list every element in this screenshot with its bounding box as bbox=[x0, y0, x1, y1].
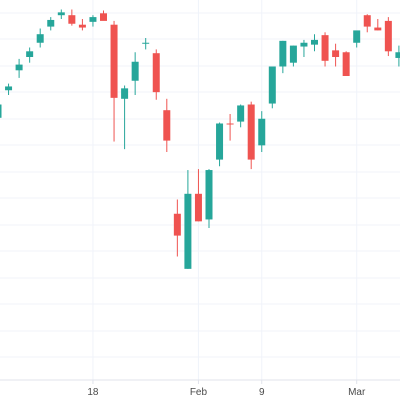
candle-layer bbox=[0, 9, 400, 269]
candle-body-22 bbox=[226, 123, 234, 125]
candle-body-36 bbox=[374, 27, 382, 31]
candle-body-9 bbox=[89, 17, 97, 22]
candle-body-0 bbox=[0, 104, 2, 118]
candle-body-21 bbox=[216, 123, 224, 160]
candle-body-18 bbox=[184, 193, 192, 269]
candle-body-30 bbox=[311, 39, 318, 45]
candle-body-13 bbox=[131, 61, 139, 81]
candle-body-23 bbox=[237, 105, 245, 122]
candle-body-17 bbox=[173, 213, 181, 236]
candle-body-12 bbox=[121, 88, 129, 99]
candle-body-38 bbox=[395, 52, 400, 58]
candle-body-7 bbox=[68, 15, 76, 24]
candle-body-32 bbox=[332, 50, 340, 57]
candle-body-28 bbox=[289, 45, 297, 63]
x-axis: 18 Feb 9 Mar bbox=[0, 379, 400, 398]
candle-body-27 bbox=[279, 40, 287, 67]
candle-body-1 bbox=[5, 86, 13, 91]
candle-body-11 bbox=[110, 24, 118, 98]
candle-body-29 bbox=[300, 42, 308, 47]
candle-body-35 bbox=[363, 15, 371, 27]
candle-body-3 bbox=[26, 51, 34, 57]
grid-layer bbox=[0, 0, 400, 380]
candle-body-33 bbox=[342, 52, 350, 76]
candle-body-10 bbox=[100, 13, 107, 21]
candle-body-25 bbox=[258, 118, 266, 146]
candle-body-31 bbox=[321, 35, 329, 61]
x-tick-label-2: 9 bbox=[259, 387, 265, 398]
candle-body-14 bbox=[142, 42, 150, 44]
candle-body-6 bbox=[57, 12, 65, 16]
candle-body-16 bbox=[163, 110, 171, 141]
candle-body-4 bbox=[36, 34, 44, 43]
candle-body-26 bbox=[268, 66, 276, 104]
x-tick-label-1: Feb bbox=[190, 387, 208, 398]
candle-body-15 bbox=[152, 53, 160, 93]
candle-body-34 bbox=[353, 30, 361, 43]
candle-body-8 bbox=[78, 24, 86, 28]
candle-body-24 bbox=[247, 104, 255, 160]
x-tick-label-0: 18 bbox=[87, 387, 99, 398]
x-tick-label-3: Mar bbox=[348, 387, 366, 398]
candle-body-2 bbox=[15, 64, 23, 71]
candle-body-37 bbox=[384, 20, 392, 52]
candle-body-5 bbox=[47, 19, 55, 27]
candle-body-19 bbox=[194, 193, 202, 222]
candle-body-20 bbox=[205, 170, 213, 220]
